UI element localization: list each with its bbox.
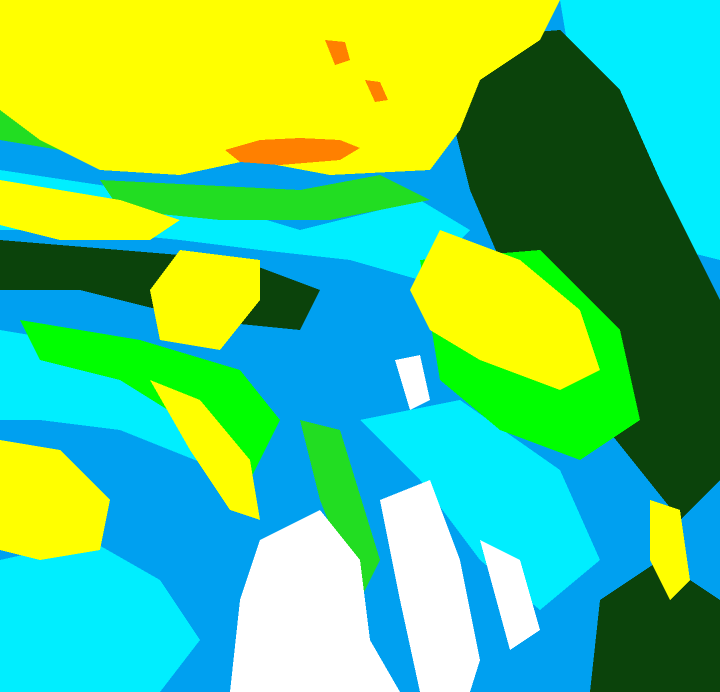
yellow-area: [150, 380, 260, 520]
dark-green-area: [590, 560, 720, 692]
cyan-area: [560, 0, 720, 260]
green-area: [300, 420, 380, 600]
cyan-area: [0, 540, 200, 692]
white-area: [480, 540, 540, 650]
green-area: [100, 175, 430, 220]
yellow-area: [0, 180, 180, 240]
yellow-area: [650, 500, 690, 600]
yellow-area: [150, 250, 260, 350]
yellow-area: [0, 440, 110, 560]
white-area: [395, 355, 430, 410]
yellow-area: [0, 0, 560, 175]
orange-area: [225, 138, 360, 165]
orange-area: [325, 40, 350, 65]
white-area: [380, 480, 480, 692]
white-area: [230, 510, 400, 692]
yellow-area: [410, 230, 600, 390]
cyan-area: [360, 400, 600, 610]
orange-area: [365, 80, 388, 102]
dark-green-area: [440, 30, 720, 520]
